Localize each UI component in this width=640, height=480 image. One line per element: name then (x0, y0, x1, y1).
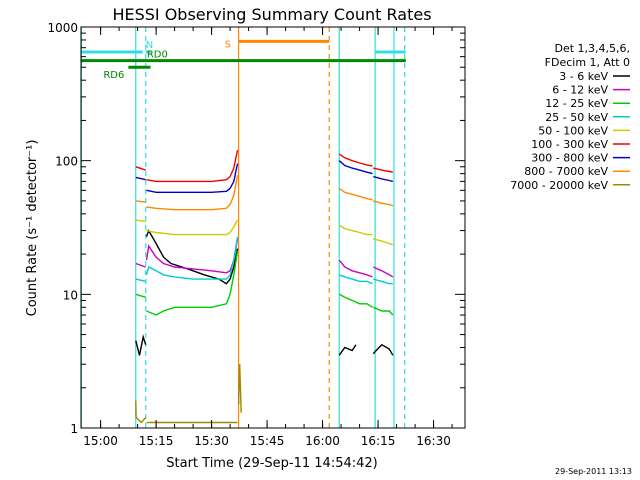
legend-label-12-25-kev: 12 - 25 keV (545, 97, 608, 110)
series-3-6-kev-segment-1 (145, 228, 239, 285)
series-800-7000-kev-segment-2 (338, 187, 373, 201)
flag-label-rd0: RD0 (147, 50, 168, 61)
flag-label-rd6: RD6 (103, 70, 124, 81)
x-tick-label: 15:30 (194, 434, 229, 448)
series-6-12-kev-segment-2 (338, 259, 373, 278)
legend: Det 1,3,4,5,6, FDecim 1, Att 0 3 - 6 keV… (510, 42, 630, 192)
series-12-25-kev-segment-1 (146, 251, 239, 316)
legend-label-7000-20000-kev: 7000 - 20000 keV (510, 179, 608, 192)
legend-label-25-50-kev: 25 - 50 keV (545, 111, 608, 124)
y-tick-label: 1 (70, 422, 78, 436)
series-100-300-kev-segment-0 (135, 166, 146, 171)
y-tick-label: 10 (63, 288, 78, 302)
series-25-50-kev-segment-1 (145, 236, 239, 280)
x-tick-label: 16:15 (361, 434, 396, 448)
series-25-50-kev-segment-2 (338, 274, 373, 285)
x-tick-label: 15:45 (250, 434, 285, 448)
x-tick-label: 15:00 (83, 434, 118, 448)
legend-label-50-100-kev: 50 - 100 keV (538, 124, 608, 137)
legend-label-6-12-kev: 6 - 12 keV (552, 84, 608, 97)
series-300-800-kev-segment-1 (146, 163, 239, 194)
series-12-25-kev-segment-0 (135, 293, 146, 298)
series-7000-20000-kev-segment-0 (135, 400, 147, 424)
series-50-100-kev-segment-1 (146, 219, 239, 236)
legend-header-detectors: Det 1,3,4,5,6, (554, 42, 630, 55)
series-6-12-kev-segment-1 (145, 238, 239, 274)
series-300-800-kev-segment-3 (373, 175, 394, 183)
x-tick-label: 16:30 (416, 434, 451, 448)
series-100-300-kev-segment-3 (373, 167, 394, 173)
series-6-12-kev-segment-3 (373, 266, 394, 278)
series-50-100-kev-segment-0 (135, 219, 146, 223)
x-axis: 15:00 15:15 15:30 15:45 16:00 16:15 16:30 (83, 27, 453, 448)
legend-header-settings: FDecim 1, Att 0 (545, 56, 630, 69)
timestamp: 29-Sep-2011 13:13 (555, 467, 632, 476)
legend-label-3-6-kev: 3 - 6 keV (559, 70, 608, 83)
series-3-6-kev-segment-0 (135, 334, 147, 356)
series-800-7000-kev-segment-0 (135, 200, 146, 203)
series-7000-20000-kev-segment-2 (237, 364, 242, 413)
series-25-50-kev-segment-3 (373, 278, 393, 285)
series-300-800-kev-segment-0 (135, 176, 146, 181)
legend-label-300-800-kev: 300 - 800 keV (531, 152, 608, 165)
legend-label-100-300-kev: 100 - 300 keV (531, 138, 608, 151)
x-tick-label: 15:15 (139, 434, 174, 448)
flag-label-s: S (225, 39, 231, 50)
series-12-25-kev-segment-2 (338, 293, 373, 308)
x-axis-label: Start Time (29-Sep-11 14:54:42) (166, 456, 377, 471)
y-tick-label: 1000 (47, 21, 78, 35)
series-3-6-kev-segment-3 (372, 343, 394, 356)
series-3-6-kev-segment-2 (338, 344, 357, 356)
series-50-100-kev-segment-2 (338, 224, 373, 236)
series-800-7000-kev-segment-1 (146, 174, 239, 211)
y-axis: 1 10 100 1000 (47, 21, 465, 436)
series-300-800-kev-segment-2 (338, 160, 373, 175)
y-axis-label: Count Rate (s⁻¹ detector⁻¹) (25, 140, 40, 317)
y-tick-label: 100 (55, 155, 78, 169)
x-tick-label: 16:00 (305, 434, 340, 448)
series-800-7000-kev-segment-3 (373, 200, 394, 207)
series-25-50-kev-segment-0 (135, 278, 146, 283)
series-100-300-kev-segment-1 (146, 149, 239, 183)
series-50-100-kev-segment-3 (373, 238, 394, 246)
plot-area: N S RD0 RD6 (80, 26, 466, 429)
series-100-300-kev-segment-2 (338, 153, 373, 167)
legend-label-800-7000-kev: 800 - 7000 keV (524, 165, 608, 178)
series-6-12-kev-segment-0 (135, 262, 146, 268)
plot-frame (80, 26, 466, 429)
chart-title: HESSI Observing Summary Count Rates (112, 5, 431, 24)
series-12-25-kev-segment-3 (373, 306, 394, 316)
flag-label-n: N (146, 40, 153, 51)
